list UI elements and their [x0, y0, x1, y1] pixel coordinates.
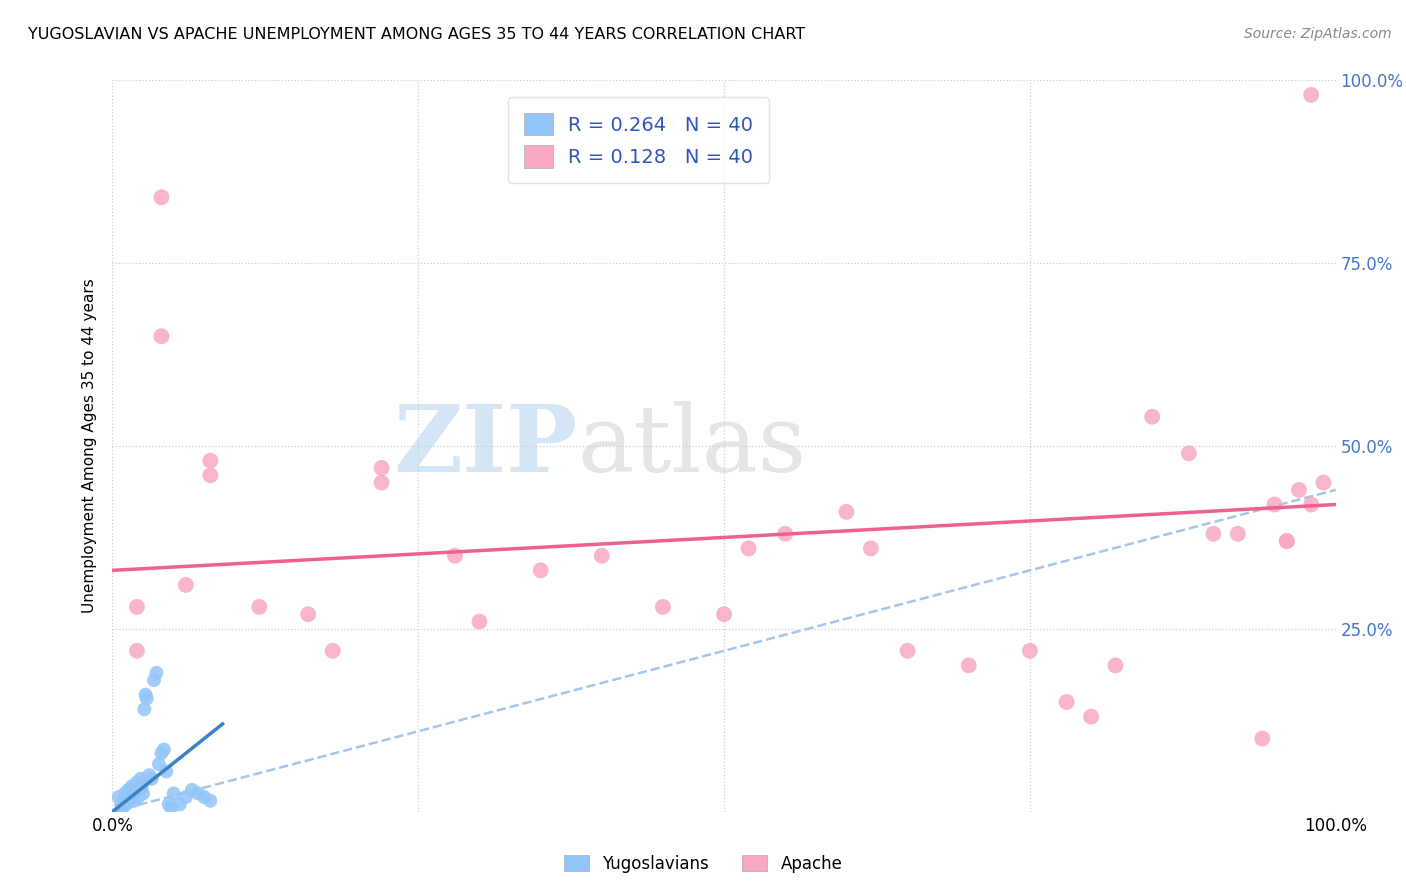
Point: [135, 691, 157, 706]
Point: [187, 787, 209, 801]
Point: [1202, 526, 1225, 541]
Point: [134, 702, 156, 716]
Point: [128, 782, 150, 797]
Point: [1301, 87, 1323, 102]
Point: [297, 607, 319, 622]
Point: [138, 768, 160, 782]
Point: [775, 526, 797, 541]
Point: [129, 772, 152, 786]
Point: [859, 541, 882, 556]
Point: [112, 794, 135, 808]
Point: [200, 453, 222, 467]
Text: Source: ZipAtlas.com: Source: ZipAtlas.com: [1244, 27, 1392, 41]
Point: [1301, 498, 1323, 512]
Point: [163, 787, 186, 801]
Point: [160, 801, 183, 815]
Point: [1264, 498, 1286, 512]
Point: [120, 790, 142, 805]
Point: [200, 794, 222, 808]
Point: [141, 772, 163, 786]
Point: [1104, 658, 1126, 673]
Point: [1018, 644, 1040, 658]
Point: [444, 549, 467, 563]
Point: [145, 665, 167, 680]
Point: [1275, 534, 1298, 549]
Y-axis label: Unemployment Among Ages 35 to 44 years: Unemployment Among Ages 35 to 44 years: [82, 278, 97, 614]
Point: [111, 801, 134, 815]
Point: [121, 779, 143, 793]
Point: [897, 644, 920, 658]
Point: [125, 782, 148, 797]
Point: [1251, 731, 1274, 746]
Text: ZIP: ZIP: [394, 401, 578, 491]
Point: [1312, 475, 1334, 490]
Point: [1226, 526, 1249, 541]
Point: [117, 782, 139, 797]
Point: [115, 790, 138, 805]
Point: [322, 644, 344, 658]
Point: [115, 797, 138, 812]
Point: [143, 673, 166, 687]
Point: [247, 599, 270, 614]
Point: [529, 563, 551, 577]
Point: [1056, 695, 1078, 709]
Point: [835, 505, 858, 519]
Point: [127, 790, 149, 805]
Point: [157, 797, 180, 812]
Point: [125, 775, 148, 789]
Point: [148, 757, 170, 772]
Point: [652, 599, 675, 614]
Point: [134, 688, 156, 702]
Text: atlas: atlas: [578, 401, 807, 491]
Legend: R = 0.264   N = 40, R = 0.128   N = 40: R = 0.264 N = 40, R = 0.128 N = 40: [508, 97, 769, 183]
Point: [1142, 409, 1164, 424]
Point: [737, 541, 759, 556]
Legend: Yugoslavians, Apache: Yugoslavians, Apache: [557, 848, 849, 880]
Point: [131, 779, 153, 793]
Point: [114, 787, 136, 801]
Point: [174, 578, 197, 592]
Point: [169, 797, 191, 812]
Point: [107, 790, 129, 805]
Point: [110, 797, 132, 812]
Point: [118, 794, 141, 808]
Point: [1288, 483, 1310, 497]
Point: [1178, 446, 1201, 460]
Point: [370, 475, 392, 490]
Point: [591, 549, 613, 563]
Point: [370, 461, 392, 475]
Point: [150, 746, 173, 760]
Point: [125, 599, 148, 614]
Point: [193, 790, 215, 805]
Point: [150, 190, 173, 204]
Point: [1080, 709, 1102, 723]
Text: YUGOSLAVIAN VS APACHE UNEMPLOYMENT AMONG AGES 35 TO 44 YEARS CORRELATION CHART: YUGOSLAVIAN VS APACHE UNEMPLOYMENT AMONG…: [28, 27, 806, 42]
Point: [150, 329, 173, 343]
Point: [468, 615, 491, 629]
Point: [124, 794, 146, 808]
Point: [181, 782, 204, 797]
Point: [153, 742, 176, 756]
Point: [174, 790, 197, 805]
Point: [155, 764, 177, 779]
Point: [125, 644, 148, 658]
Point: [122, 787, 145, 801]
Point: [957, 658, 980, 673]
Point: [1275, 534, 1298, 549]
Point: [713, 607, 735, 622]
Point: [132, 787, 155, 801]
Point: [200, 468, 222, 483]
